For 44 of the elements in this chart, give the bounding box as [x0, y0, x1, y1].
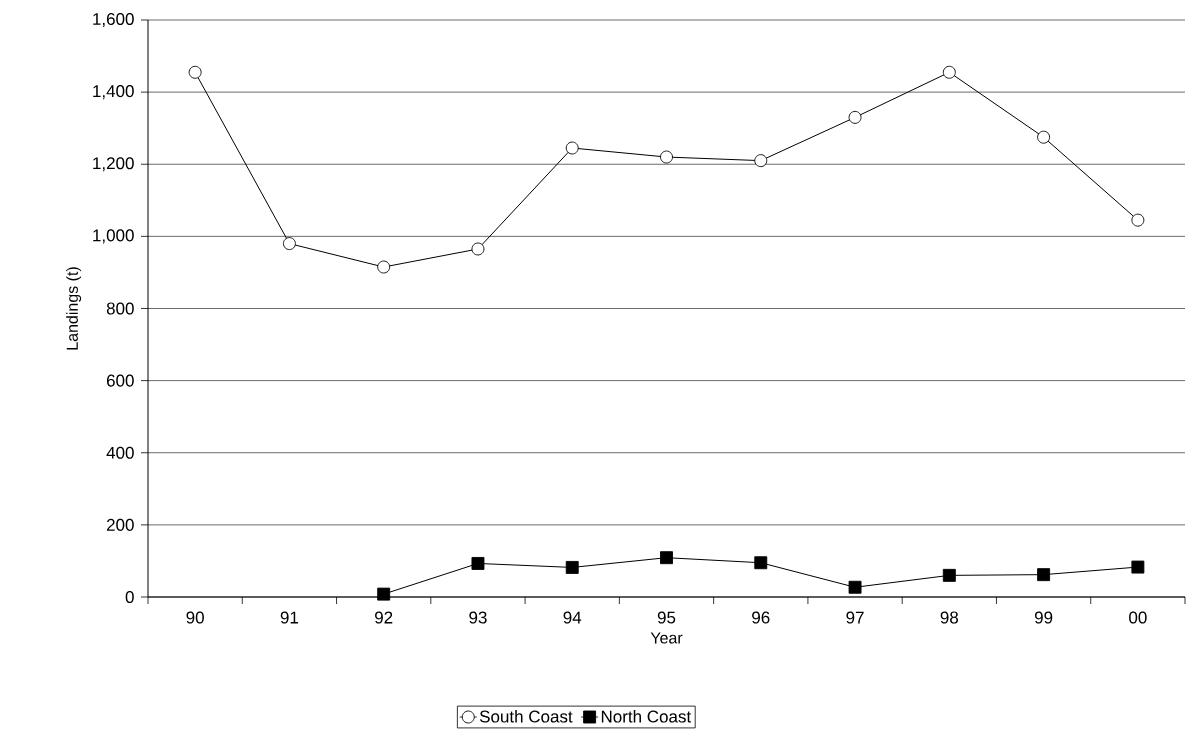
x-tick-label: 93: [469, 611, 487, 624]
y-tick-label: 800: [106, 302, 134, 315]
y-tick-label: 0: [125, 590, 134, 604]
x-tick-label: 96: [752, 611, 770, 624]
point: [848, 580, 862, 594]
x-tick-label: 00: [1129, 611, 1147, 624]
y-tick-label: 1,000: [93, 229, 134, 244]
y-tick-label: 1,200: [93, 157, 134, 172]
point: [754, 154, 768, 168]
y-axis-title: Landings (t): [66, 267, 82, 350]
point: [282, 237, 296, 251]
point: [754, 556, 768, 570]
y-tick-label: 1,600: [93, 12, 134, 28]
point: [377, 587, 391, 601]
point: [1131, 560, 1145, 574]
point: [942, 65, 956, 79]
x-axis-title: Year: [650, 632, 683, 644]
y-tick-label: 1,400: [93, 85, 134, 100]
point: [942, 568, 956, 582]
x-tick-label: 90: [186, 611, 204, 624]
x-tick-label: 91: [280, 611, 299, 624]
y-tick-label: 200: [106, 518, 134, 531]
x-tick-label: 92: [375, 611, 393, 624]
point: [471, 557, 485, 570]
x-tick-label: 97: [846, 611, 864, 624]
y-tick-label: 600: [106, 374, 134, 387]
point: [848, 110, 862, 124]
point: [188, 65, 202, 79]
x-tick-label: 95: [657, 611, 676, 624]
point: [660, 150, 673, 164]
point: [1037, 568, 1051, 582]
legend-label: North Coast: [601, 710, 692, 723]
x-tick-label: 99: [1034, 611, 1053, 624]
point: [565, 560, 579, 574]
point: [377, 260, 391, 274]
point: [471, 242, 485, 256]
point: [565, 141, 579, 155]
point: [1131, 213, 1145, 227]
y-tick-label: 400: [106, 446, 134, 459]
point: [1037, 130, 1051, 144]
x-tick-label: 94: [563, 611, 582, 624]
point: [660, 551, 673, 565]
legend-label: South Coast: [479, 710, 573, 723]
x-tick-label: 98: [940, 611, 959, 624]
